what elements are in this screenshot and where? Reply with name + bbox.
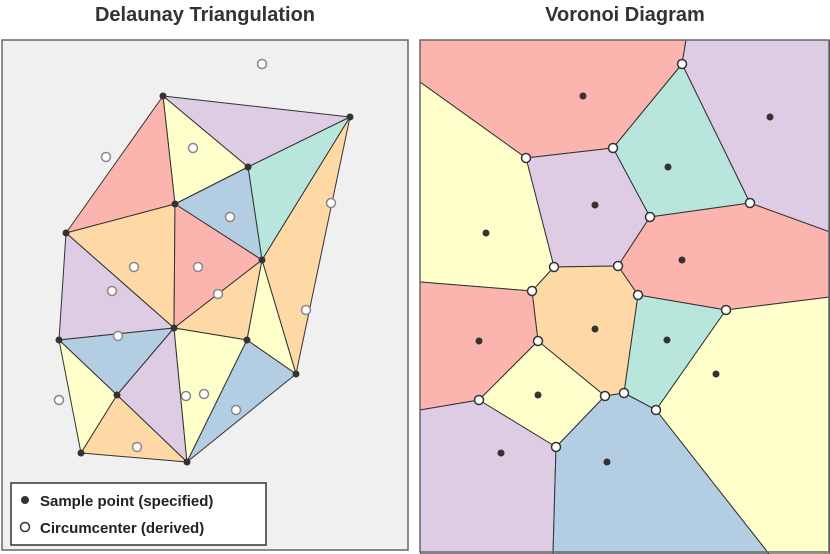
circumcenter-marker-2 <box>100 151 112 163</box>
sample-point-i <box>243 336 251 344</box>
voronoi-panel <box>419 39 830 554</box>
voronoi-vertex-12 <box>599 390 611 402</box>
legend-box <box>10 482 267 546</box>
voronoi-vertex-7 <box>612 260 624 272</box>
delaunay-title: Delaunay Triangulation <box>94 4 316 26</box>
circumcenter-marker-12 <box>53 394 65 406</box>
voronoi-vertex-6 <box>548 261 560 273</box>
sample-point-g <box>170 324 178 332</box>
circumcenter-marker-5 <box>325 197 337 209</box>
sample-point-b <box>346 113 354 121</box>
voronoi-vertex-9 <box>632 289 644 301</box>
voronoi-site-7 <box>591 325 599 333</box>
voronoi-vertex-8 <box>526 285 538 297</box>
sample-point-h <box>55 336 63 344</box>
voronoi-vertex-10 <box>720 304 732 316</box>
legend-circumcenter-label: Circumcenter (derived) <box>40 520 204 537</box>
circumcenter-layer <box>53 58 337 453</box>
voronoi-site-6 <box>678 256 686 264</box>
sample-point-l <box>77 449 85 457</box>
voronoi-panel-frame <box>419 39 830 553</box>
voronoi-cell-10 <box>655 296 830 554</box>
voronoi-site-9 <box>663 336 671 344</box>
legend: Sample point (specified) Circumcenter (d… <box>10 482 267 546</box>
voronoi-site-12 <box>497 449 505 457</box>
sample-point-d <box>171 200 179 208</box>
circumcenter-marker-1 <box>256 58 268 70</box>
sample-point-k <box>113 391 121 399</box>
voronoi-vertex-14 <box>473 394 485 406</box>
delaunay-triangle-17 <box>80 394 188 463</box>
delaunay-panel: Sample point (specified) Circumcenter (d… <box>1 39 409 551</box>
voronoi-vertex-3 <box>607 142 619 154</box>
sample-point-e <box>62 229 70 237</box>
circumcenter-marker-3 <box>187 142 199 154</box>
voronoi-vertex-16 <box>550 441 562 453</box>
sample-point-f <box>258 256 266 264</box>
circumcenter-marker-13 <box>180 390 192 402</box>
circumcenter-marker-14 <box>198 388 210 400</box>
triangle-layer <box>58 95 351 463</box>
sample-point-c <box>244 163 252 171</box>
voronoi-site-11 <box>534 391 542 399</box>
circumcenter-marker-8 <box>106 285 118 297</box>
legend-sample-point-marker <box>21 496 29 504</box>
voronoi-vertex-4 <box>644 211 656 223</box>
sample-point-layer <box>55 92 354 466</box>
sample-point-a <box>159 92 167 100</box>
sample-point-j <box>292 370 300 378</box>
circumcenter-marker-4 <box>224 211 236 223</box>
voronoi-vertex-13 <box>618 387 630 399</box>
voronoi-site-5 <box>482 229 490 237</box>
voronoi-site-1 <box>579 92 587 100</box>
circumcenter-marker-15 <box>230 404 242 416</box>
circumcenter-marker-11 <box>112 330 124 342</box>
voronoi-vertex-1 <box>676 58 688 70</box>
voronoi-vertex-5 <box>744 197 756 209</box>
voronoi-site-10 <box>712 370 720 378</box>
voronoi-site-8 <box>475 337 483 345</box>
circumcenter-marker-16 <box>131 441 143 453</box>
voronoi-vertex-2 <box>520 152 532 164</box>
legend-circumcenter-marker <box>19 521 31 533</box>
sample-point-m <box>183 458 191 466</box>
voronoi-cell-layer <box>420 40 830 554</box>
voronoi-title: Voronoi Diagram <box>545 4 705 26</box>
voronoi-vertex-layer <box>473 58 756 453</box>
voronoi-site-2 <box>766 113 774 121</box>
legend-sample-point-label: Sample point (specified) <box>40 493 213 510</box>
circumcenter-marker-10 <box>300 304 312 316</box>
voronoi-site-13 <box>603 458 611 466</box>
delaunay-triangle-15 <box>186 339 297 463</box>
circumcenter-marker-9 <box>212 288 224 300</box>
voronoi-vertex-11 <box>532 335 544 347</box>
voronoi-site-3 <box>664 163 672 171</box>
voronoi-site-4 <box>591 201 599 209</box>
voronoi-site-layer <box>475 92 774 466</box>
circumcenter-marker-6 <box>128 261 140 273</box>
circumcenter-marker-7 <box>192 261 204 273</box>
voronoi-vertex-15 <box>650 404 662 416</box>
